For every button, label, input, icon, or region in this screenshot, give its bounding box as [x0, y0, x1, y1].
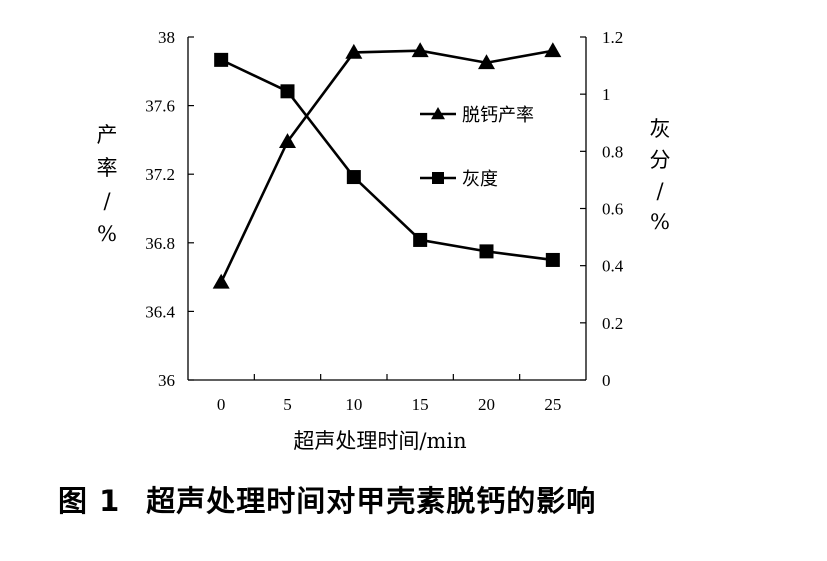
- left-axis-ticks: 36 36.4 36.8 37.2 37.6 38: [145, 28, 194, 390]
- data-point-triangle: [478, 54, 495, 70]
- x-tick-label: 10: [345, 395, 362, 414]
- figure-number: 图 1: [58, 484, 121, 518]
- data-point-square: [346, 170, 361, 185]
- right-axis-label-char: 灰: [650, 117, 671, 141]
- series-layer: [212, 42, 562, 289]
- left-axis-label-char: 率: [97, 156, 118, 180]
- x-axis-ticks: 0 5 10 15 20 25: [217, 374, 561, 414]
- right-tick-label: 0.6: [602, 200, 623, 219]
- series-triangle: [212, 42, 562, 289]
- data-point-square: [280, 84, 295, 99]
- data-point-triangle: [544, 42, 562, 58]
- series-square: [214, 52, 560, 267]
- right-axis-ticks: 0 0.2 0.4 0.6 0.8 1 1.2: [580, 28, 624, 390]
- legend-label: 脱钙产率: [462, 105, 534, 126]
- x-tick-label: 5: [283, 395, 292, 414]
- data-point-triangle: [411, 42, 429, 58]
- right-tick-label: 0.2: [602, 314, 623, 333]
- legend-item: 脱钙产率: [420, 105, 534, 126]
- right-tick-label: 1: [602, 85, 611, 104]
- data-point-square: [214, 52, 229, 67]
- left-tick-label: 38: [158, 28, 175, 47]
- right-tick-label: 1.2: [602, 28, 623, 47]
- left-tick-label: 36.4: [145, 302, 175, 321]
- x-tick-label: 15: [412, 395, 429, 414]
- series-line: [220, 58, 553, 262]
- series-line: [219, 49, 554, 283]
- legend-item: 灰度: [420, 169, 498, 190]
- x-axis-label: 超声处理时间/min: [293, 429, 466, 453]
- data-point-triangle: [345, 43, 363, 59]
- left-tick-label: 36.8: [145, 234, 175, 253]
- left-axis-label: 产率 /%: [97, 123, 118, 246]
- x-tick-label: 0: [217, 395, 226, 414]
- legend-marker-triangle: [431, 107, 445, 120]
- right-tick-label: 0: [602, 371, 611, 390]
- right-axis-label: 灰分 /%: [650, 117, 671, 234]
- left-tick-label: 37.6: [145, 97, 175, 116]
- legend-label: 灰度: [462, 169, 498, 190]
- left-axis-label-char: %: [97, 222, 117, 246]
- right-axis-label-char: %: [650, 210, 670, 234]
- left-axis-label-char: /: [103, 189, 111, 213]
- x-tick-label: 25: [544, 395, 561, 414]
- data-point-triangle: [212, 273, 230, 289]
- figure-caption: 图 1 超声处理时间对甲壳素脱钙的影响: [58, 478, 818, 520]
- data-point-triangle: [279, 133, 296, 148]
- figure-caption-text: 超声处理时间对甲壳素脱钙的影响: [146, 484, 597, 518]
- left-tick-label: 36: [158, 371, 175, 390]
- x-tick-label: 20: [478, 395, 495, 414]
- data-point-square: [545, 252, 560, 267]
- right-axis-label-char: /: [656, 179, 664, 203]
- chart: 36 36.4 36.8 37.2 37.6 38 0 0.2 0.4 0.6 0.8 1 1.2 0…: [97, 28, 671, 453]
- legend-marker-square: [432, 172, 444, 184]
- right-axis-label-char: 分: [650, 148, 671, 172]
- right-tick-label: 0.4: [602, 257, 624, 276]
- data-point-square: [479, 244, 494, 259]
- left-axis-label-char: 产: [97, 123, 118, 147]
- left-tick-label: 37.2: [145, 165, 175, 184]
- right-tick-label: 0.8: [602, 142, 623, 161]
- data-point-square: [413, 232, 428, 247]
